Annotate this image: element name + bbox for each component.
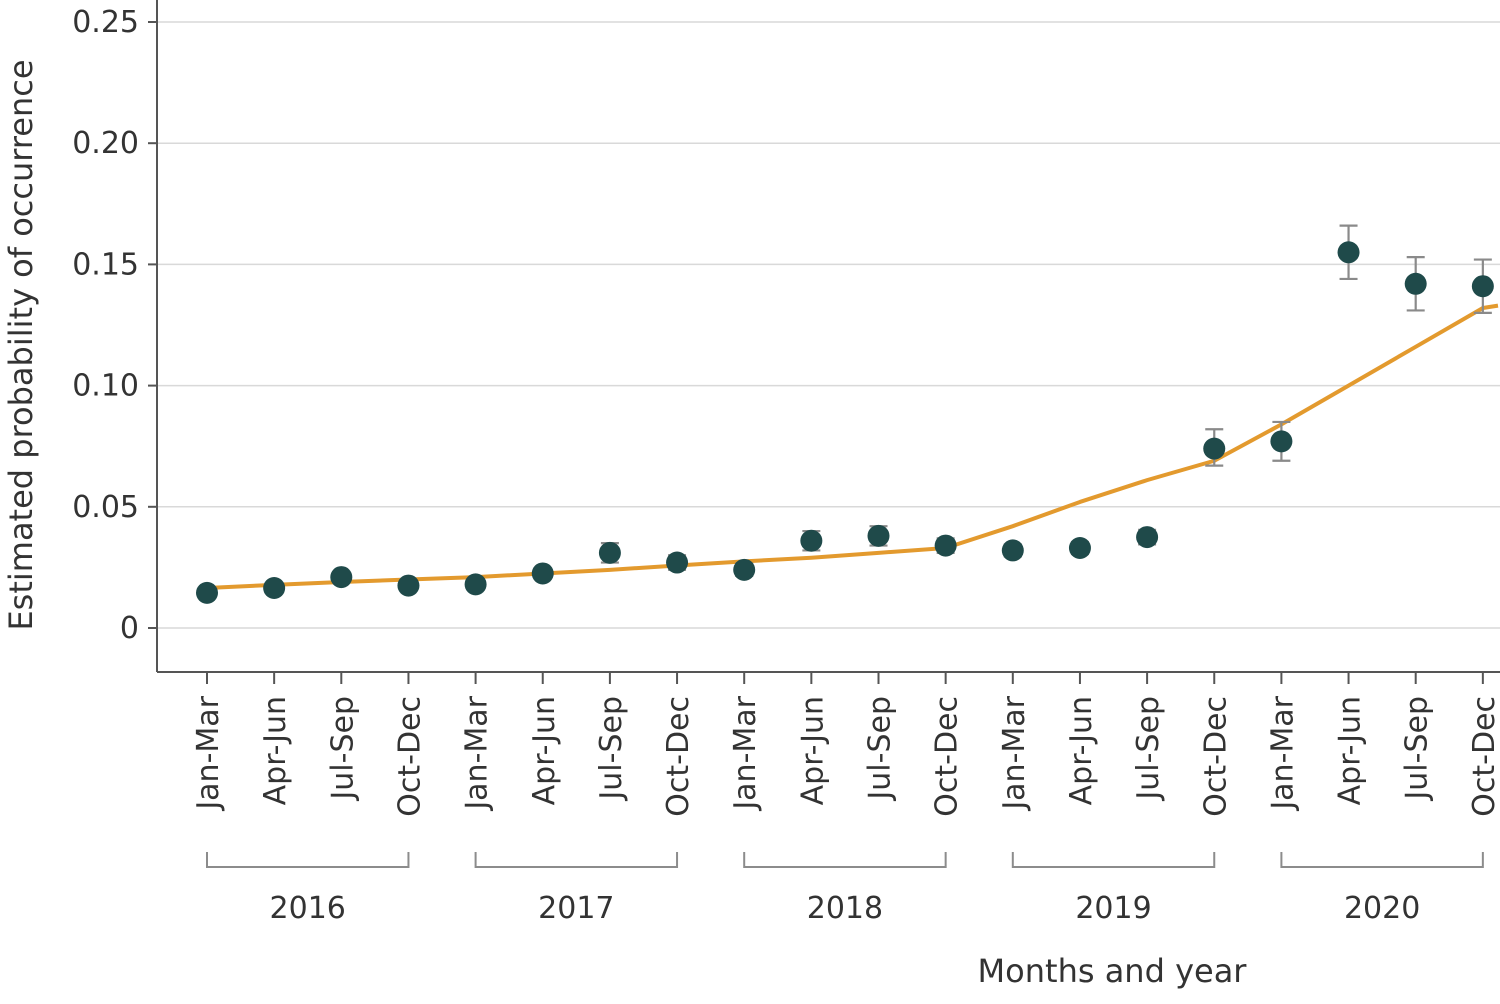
x-tick-label: Jan-Mar bbox=[460, 695, 495, 811]
data-point bbox=[934, 534, 957, 557]
y-axis-ticks: 0 0.05 0.10 0.15 0.20 0.25 bbox=[72, 5, 157, 646]
x-tick-label: Oct-Dec bbox=[1198, 696, 1233, 817]
data-point bbox=[1203, 437, 1226, 460]
x-tick-label: Jul-Sep bbox=[594, 696, 629, 802]
data-point bbox=[800, 529, 823, 552]
year-label: 2018 bbox=[807, 891, 883, 926]
x-tick-label: Jul-Sep bbox=[1131, 696, 1166, 802]
year-label: 2017 bbox=[538, 891, 614, 926]
data-point bbox=[1270, 430, 1293, 453]
x-tick-label: Jan-Mar bbox=[997, 695, 1032, 811]
data-point bbox=[1337, 241, 1360, 264]
x-tick-label: Jan-Mar bbox=[191, 695, 226, 811]
x-tick-label: Jan-Mar bbox=[1265, 695, 1300, 811]
data-point bbox=[1068, 537, 1091, 560]
y-axis-title: Estimated probability of occurrence bbox=[2, 59, 40, 630]
x-axis-title: Months and year bbox=[978, 952, 1248, 990]
data-point bbox=[598, 541, 621, 564]
error-bars bbox=[198, 224, 1492, 599]
x-tick-label: Jul-Sep bbox=[1400, 696, 1435, 802]
axes bbox=[156, 0, 1500, 673]
year-bracket bbox=[1280, 852, 1484, 868]
x-tick-label: Apr-Jun bbox=[1333, 696, 1368, 805]
x-tick-label: Jul-Sep bbox=[863, 696, 898, 802]
y-tick-label: 0.25 bbox=[72, 5, 139, 40]
data-point bbox=[263, 577, 286, 600]
year-label: 2019 bbox=[1075, 891, 1151, 926]
data-point bbox=[867, 524, 890, 547]
x-axis-ticks: Jan-Mar Apr-Jun Jul-Sep Oct-Dec Jan-Mar Apr-J… bbox=[191, 672, 1500, 817]
data-point bbox=[666, 551, 689, 574]
x-tick-label: Apr-Jun bbox=[1064, 696, 1099, 805]
x-tick-label: Jan-Mar bbox=[728, 695, 763, 811]
data-point bbox=[330, 566, 353, 589]
y-tick-label: 0.10 bbox=[72, 369, 139, 404]
x-tick-label: Oct-Dec bbox=[661, 696, 696, 817]
y-tick-label: 0.05 bbox=[72, 490, 139, 525]
trend-line-layer bbox=[206, 303, 1499, 591]
data-point bbox=[1001, 539, 1024, 562]
y-tick-label: 0 bbox=[120, 611, 139, 646]
year-brackets: 2016 2017 2018 2019 2020 bbox=[206, 852, 1484, 926]
data-point bbox=[531, 562, 554, 585]
y-tick-label: 0.15 bbox=[72, 247, 139, 282]
data-point bbox=[464, 573, 487, 596]
x-tick-label: Oct-Dec bbox=[1467, 696, 1500, 817]
year-bracket bbox=[474, 852, 679, 868]
x-tick-label: Apr-Jun bbox=[527, 696, 562, 805]
data-point bbox=[733, 558, 756, 581]
data-points bbox=[196, 241, 1494, 604]
year-bracket bbox=[1011, 852, 1216, 868]
x-tick-label: Oct-Dec bbox=[392, 696, 427, 817]
data-point bbox=[1136, 526, 1159, 549]
data-point bbox=[1404, 272, 1427, 295]
x-tick-label: Apr-Jun bbox=[795, 696, 830, 805]
x-tick-label: Jul-Sep bbox=[325, 696, 360, 802]
data-point bbox=[196, 581, 218, 604]
trend-line bbox=[206, 303, 1499, 591]
data-point bbox=[1471, 275, 1494, 298]
year-bracket bbox=[743, 852, 947, 868]
year-label: 2016 bbox=[270, 891, 346, 926]
y-tick-label: 0.20 bbox=[72, 126, 139, 161]
x-tick-label: Oct-Dec bbox=[930, 696, 965, 817]
gridlines bbox=[157, 21, 1500, 629]
x-tick-label: Apr-Jun bbox=[258, 696, 293, 805]
year-label: 2020 bbox=[1344, 891, 1420, 926]
year-bracket bbox=[206, 852, 410, 868]
data-point bbox=[397, 574, 420, 597]
